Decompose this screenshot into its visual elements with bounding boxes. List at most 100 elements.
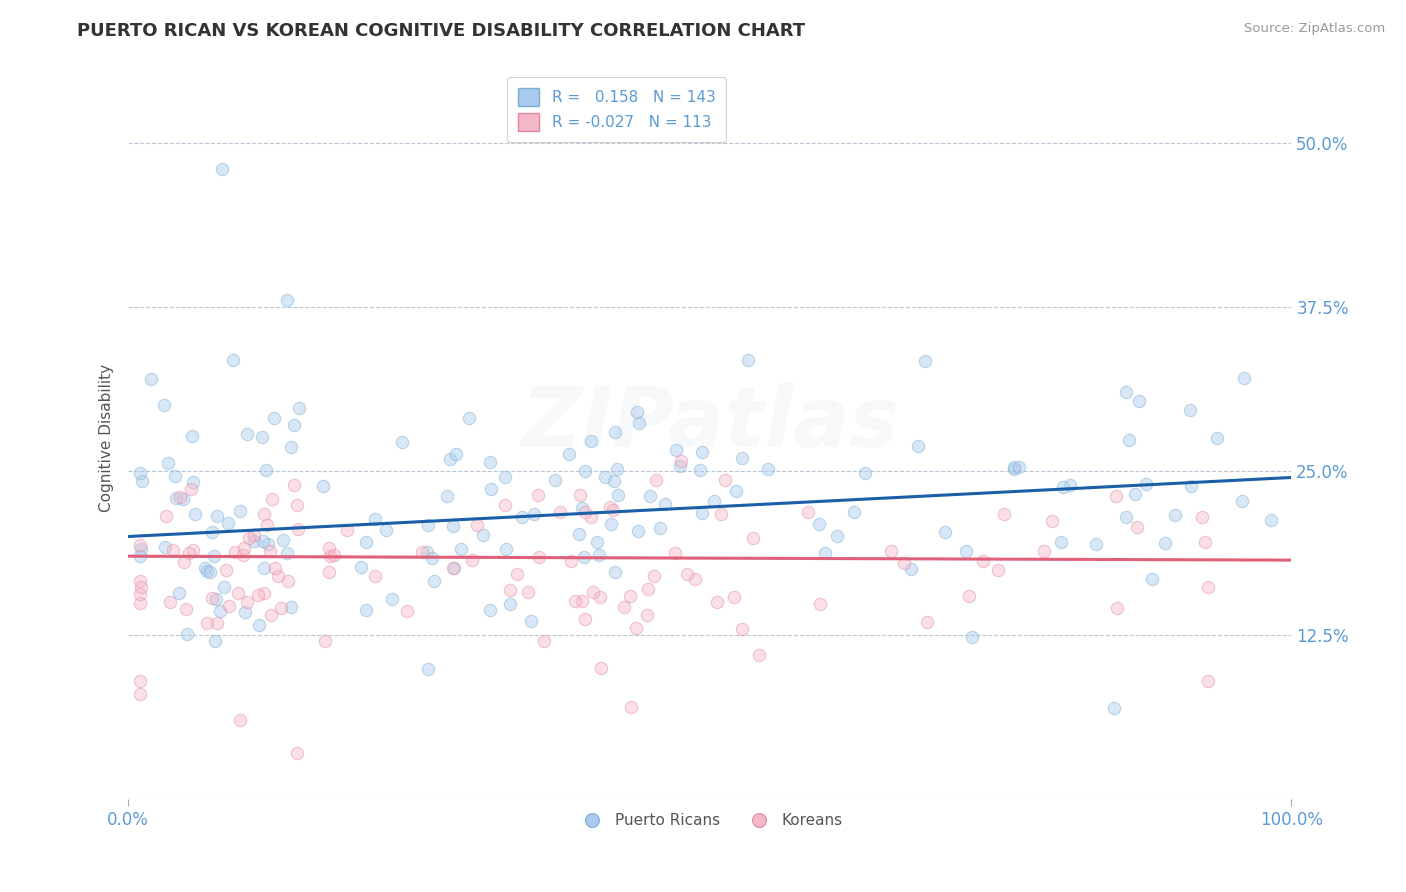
Point	[1260, 513, 1282, 527]
Point	[157, 456, 180, 470]
Point	[692, 506, 714, 520]
Point	[893, 556, 915, 570]
Point	[165, 491, 187, 505]
Point	[287, 498, 309, 512]
Point	[276, 293, 298, 308]
Point	[533, 634, 555, 648]
Point	[692, 445, 714, 459]
Point	[638, 489, 661, 503]
Point	[238, 532, 260, 546]
Point	[600, 516, 623, 531]
Point	[479, 455, 502, 469]
Point	[395, 604, 418, 618]
Point	[202, 549, 225, 563]
Point	[626, 405, 648, 419]
Point	[568, 527, 591, 541]
Point	[1102, 701, 1125, 715]
Point	[1105, 489, 1128, 503]
Point	[569, 488, 592, 502]
Point	[714, 473, 737, 487]
Point	[499, 582, 522, 597]
Point	[637, 582, 659, 597]
Point	[364, 568, 387, 582]
Point	[907, 439, 929, 453]
Point	[172, 491, 194, 506]
Point	[668, 459, 690, 474]
Point	[748, 648, 770, 662]
Point	[624, 621, 647, 635]
Point	[522, 507, 544, 521]
Point	[252, 534, 274, 549]
Point	[444, 447, 467, 461]
Point	[724, 483, 747, 498]
Point	[1032, 544, 1054, 558]
Point	[416, 518, 439, 533]
Point	[654, 497, 676, 511]
Point	[683, 572, 706, 586]
Point	[571, 594, 593, 608]
Point	[574, 505, 596, 519]
Point	[1197, 673, 1219, 688]
Point	[319, 549, 342, 564]
Point	[441, 561, 464, 575]
Point	[252, 430, 274, 444]
Point	[181, 429, 204, 443]
Point	[391, 434, 413, 449]
Point	[689, 463, 711, 477]
Point	[1128, 394, 1150, 409]
Point	[731, 450, 754, 465]
Point	[162, 542, 184, 557]
Point	[972, 554, 994, 568]
Point	[581, 434, 603, 449]
Point	[499, 597, 522, 611]
Point	[593, 470, 616, 484]
Point	[620, 700, 643, 714]
Point	[1115, 384, 1137, 399]
Point	[465, 517, 488, 532]
Point	[270, 600, 292, 615]
Point	[955, 543, 977, 558]
Point	[648, 521, 671, 535]
Point	[479, 603, 502, 617]
Point	[211, 162, 233, 177]
Point	[1180, 479, 1202, 493]
Point	[588, 548, 610, 562]
Point	[1007, 459, 1029, 474]
Point	[217, 516, 239, 530]
Point	[494, 498, 516, 512]
Point	[176, 602, 198, 616]
Point	[825, 529, 848, 543]
Point	[183, 508, 205, 522]
Point	[277, 574, 299, 588]
Point	[517, 585, 540, 599]
Point	[128, 549, 150, 564]
Point	[222, 353, 245, 368]
Point	[271, 533, 294, 547]
Point	[1197, 580, 1219, 594]
Point	[586, 535, 609, 549]
Point	[322, 549, 344, 563]
Point	[232, 548, 254, 562]
Point	[259, 544, 281, 558]
Point	[472, 528, 495, 542]
Point	[960, 630, 983, 644]
Point	[993, 508, 1015, 522]
Point	[283, 477, 305, 491]
Point	[318, 541, 340, 556]
Point	[1178, 402, 1201, 417]
Point	[756, 462, 779, 476]
Point	[1230, 493, 1253, 508]
Point	[702, 493, 724, 508]
Point	[564, 594, 586, 608]
Point	[155, 509, 177, 524]
Point	[208, 604, 231, 618]
Point	[200, 524, 222, 539]
Point	[1135, 476, 1157, 491]
Point	[917, 615, 939, 629]
Point	[644, 473, 666, 487]
Point	[582, 585, 605, 599]
Point	[1040, 514, 1063, 528]
Point	[636, 608, 658, 623]
Point	[415, 545, 437, 559]
Point	[257, 537, 280, 551]
